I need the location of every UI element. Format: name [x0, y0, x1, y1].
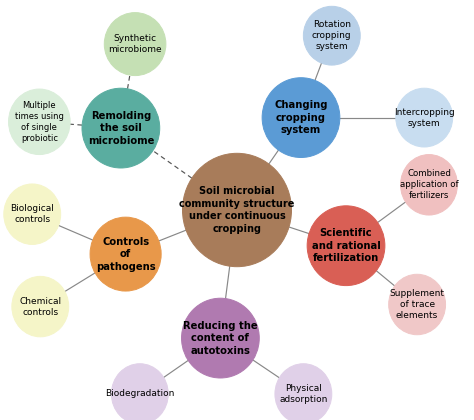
Ellipse shape — [303, 6, 360, 65]
Ellipse shape — [4, 184, 61, 244]
Ellipse shape — [182, 153, 292, 267]
Text: Biological
controls: Biological controls — [10, 204, 54, 224]
Ellipse shape — [111, 364, 168, 420]
Text: Controls
of
pathogens: Controls of pathogens — [96, 237, 155, 271]
Text: Rotation
cropping
system: Rotation cropping system — [312, 20, 352, 51]
Text: Synthetic
microbiome: Synthetic microbiome — [108, 34, 162, 54]
Ellipse shape — [389, 274, 446, 335]
Ellipse shape — [307, 206, 385, 286]
Ellipse shape — [401, 155, 457, 215]
Text: Changing
cropping
system: Changing cropping system — [274, 100, 328, 135]
Text: Supplement
of trace
elements: Supplement of trace elements — [390, 289, 445, 320]
Ellipse shape — [262, 78, 340, 158]
Text: Multiple
times using
of single
probiotic: Multiple times using of single probiotic — [15, 101, 64, 143]
Ellipse shape — [12, 276, 69, 337]
Ellipse shape — [104, 13, 166, 76]
Text: Chemical
controls: Chemical controls — [19, 297, 61, 317]
Ellipse shape — [82, 88, 160, 168]
Text: Biodegradation: Biodegradation — [105, 389, 174, 399]
Ellipse shape — [90, 217, 161, 291]
Text: Soil microbial
community structure
under continuous
cropping: Soil microbial community structure under… — [179, 186, 295, 234]
Text: Remolding
the soil
microbiome: Remolding the soil microbiome — [88, 111, 154, 145]
Text: Physical
adsorption: Physical adsorption — [279, 384, 328, 404]
Ellipse shape — [275, 364, 332, 420]
Text: Reducing the
content of
autotoxins: Reducing the content of autotoxins — [183, 321, 258, 355]
Ellipse shape — [182, 298, 259, 378]
Text: Intercropping
system: Intercropping system — [394, 108, 455, 128]
Ellipse shape — [396, 88, 453, 147]
Ellipse shape — [9, 89, 70, 155]
Text: Combined
application of
fertilizers: Combined application of fertilizers — [400, 169, 458, 200]
Text: Scientific
and rational
fertilization: Scientific and rational fertilization — [311, 228, 381, 263]
